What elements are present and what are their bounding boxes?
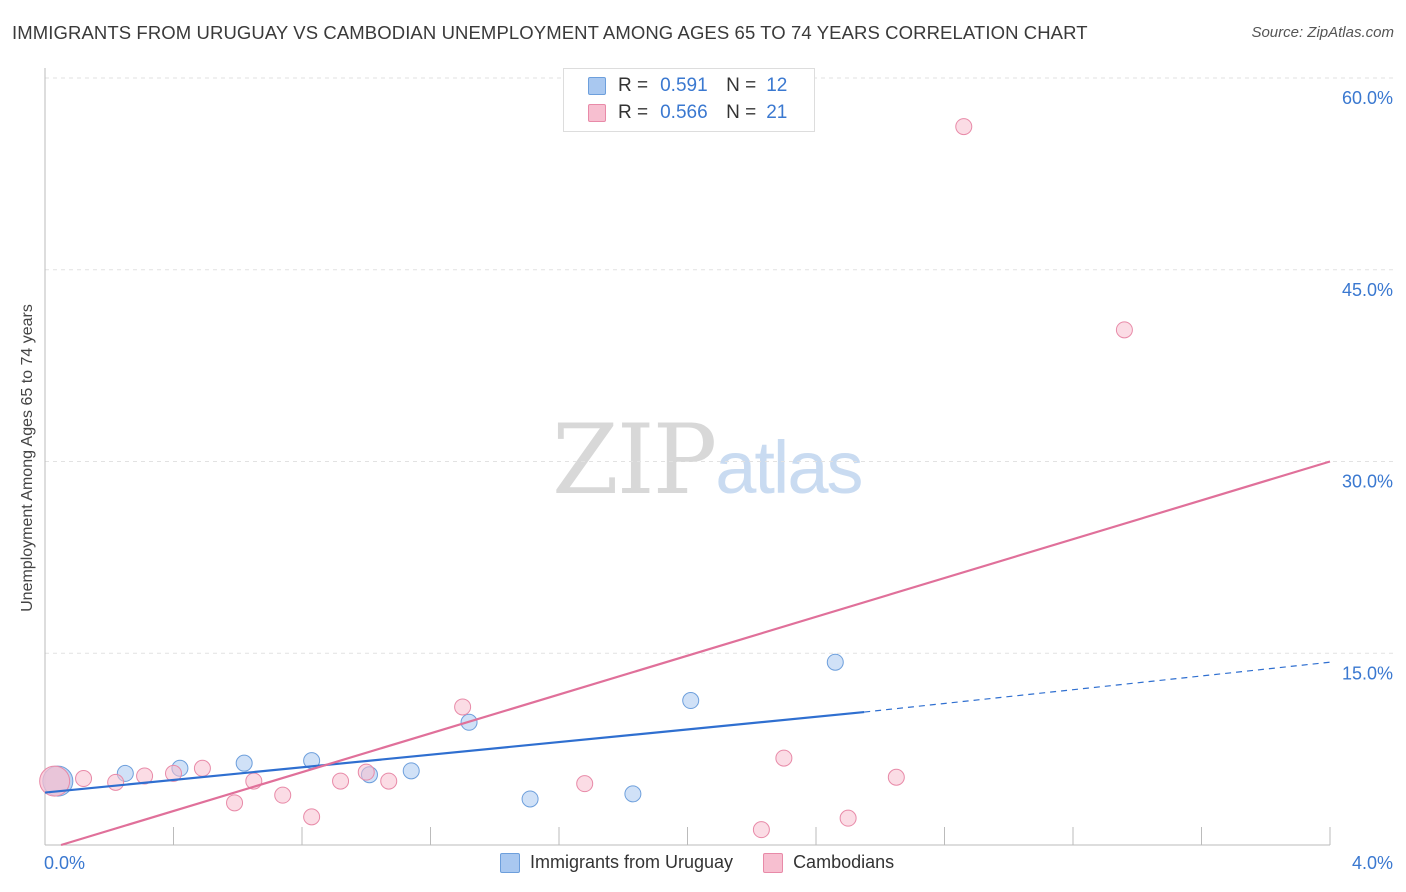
cambodian-point xyxy=(454,698,472,716)
series-label-uruguay: Immigrants from Uruguay xyxy=(530,852,734,872)
legend-r-value: 0.566 xyxy=(660,102,708,123)
y-tick-label: 15.0% xyxy=(1342,663,1393,683)
x-tick-label-max: 4.0% xyxy=(1352,853,1393,873)
legend-r-label: R = xyxy=(618,75,649,96)
cambodian-point xyxy=(775,749,793,767)
cambodian-point xyxy=(39,765,71,797)
watermark: ZIPatlas xyxy=(552,404,864,516)
legend-n-value: 21 xyxy=(766,102,788,123)
cambodian-point xyxy=(752,821,770,839)
chart-title: IMMIGRANTS FROM URUGUAY VS CAMBODIAN UNE… xyxy=(12,22,1088,43)
series-legend-item-cambodians[interactable]: Cambodians xyxy=(763,852,894,873)
watermark-zip: ZIP xyxy=(552,404,717,516)
legend-n-value: 12 xyxy=(766,75,788,96)
cambodian-point xyxy=(955,118,973,136)
cambodian-point xyxy=(136,767,154,785)
uruguay-trend-line xyxy=(44,710,865,794)
legend-swatch-cambodians xyxy=(588,104,606,122)
uruguay-point xyxy=(402,762,420,780)
cambodian-point xyxy=(274,786,292,804)
y-tick-label: 60.0% xyxy=(1342,88,1393,108)
source-label: Source: ZipAtlas.com xyxy=(1251,24,1394,41)
series-legend: Immigrants from Uruguay Cambodians xyxy=(500,852,924,873)
uruguay-trend-extension xyxy=(864,661,1331,713)
series-swatch-cambodians xyxy=(763,852,784,873)
series-label-cambodians: Cambodians xyxy=(793,852,895,872)
cambodian-point xyxy=(576,775,594,793)
cambodian-point xyxy=(332,772,350,790)
cambodian-point xyxy=(1115,321,1133,339)
cambodian-point xyxy=(887,768,905,786)
legend-row-cambodians: R = 0.566 N = 21 xyxy=(588,100,787,126)
cambodian-point xyxy=(75,770,93,788)
cambodian-point xyxy=(357,763,375,781)
cambodian-point xyxy=(107,773,125,791)
y-tick-label: 30.0% xyxy=(1342,472,1393,492)
correlation-legend: R = 0.591 N = 12 R = 0.566 N = 21 xyxy=(563,68,815,132)
cambodian-point xyxy=(165,764,182,782)
uruguay-point xyxy=(624,785,642,803)
x-tick-label-min: 0.0% xyxy=(44,853,85,873)
cambodian-point xyxy=(193,759,211,777)
legend-r-label: R = xyxy=(618,102,649,123)
uruguay-point xyxy=(521,790,539,808)
uruguay-point xyxy=(235,754,253,772)
uruguay-point xyxy=(826,653,844,671)
cambodian-point xyxy=(839,809,857,827)
series-swatch-uruguay xyxy=(500,852,520,873)
legend-n-label: N = xyxy=(726,102,757,123)
cambodian-point xyxy=(380,772,398,790)
legend-n-label: N = xyxy=(726,75,757,96)
series-legend-item-uruguay[interactable]: Immigrants from Uruguay xyxy=(500,852,733,873)
legend-r-value: 0.591 xyxy=(660,75,708,96)
legend-row-uruguay: R = 0.591 N = 12 xyxy=(588,73,787,99)
cambodian-point xyxy=(303,808,321,826)
cambodian-trend-line xyxy=(60,460,1331,847)
watermark-atlas: atlas xyxy=(715,426,863,509)
legend-swatch-uruguay xyxy=(588,77,606,95)
cambodian-point xyxy=(226,794,244,812)
y-tick-label: 45.0% xyxy=(1342,280,1393,300)
uruguay-point xyxy=(682,692,700,710)
